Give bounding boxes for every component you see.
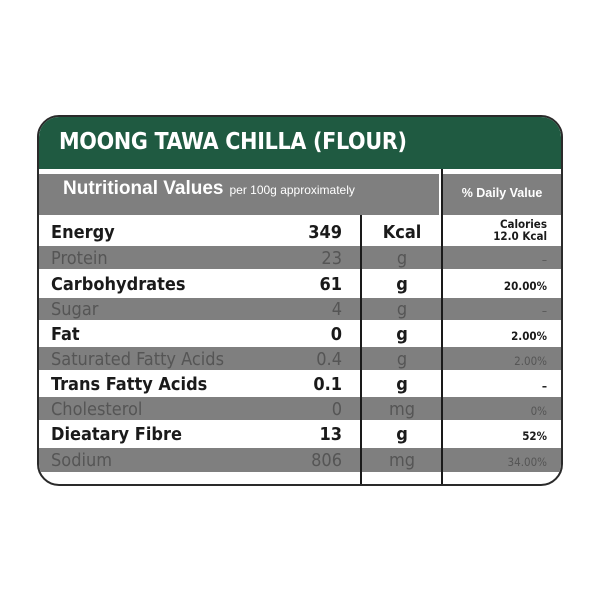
nutrient-name: Sugar: [51, 299, 99, 320]
daily-value: –: [541, 252, 547, 267]
nutrition-label: MOONG TAWA CHILLA (FLOUR) Nutritional Va…: [37, 115, 563, 486]
nutrient-row: Saturated Fatty Acids 0.4 g 2.00%: [39, 347, 561, 370]
daily-value-detail: 12.0 Kcal: [493, 229, 547, 243]
daily-value: 2.00%: [511, 328, 547, 343]
nutrient-value: 0.4: [316, 348, 342, 370]
nutrient-unit: g: [396, 247, 408, 269]
nutrient-unit: g: [396, 299, 408, 320]
nutrient-row: Carbohydrates 61 g 20.00%: [39, 269, 561, 298]
nutrient-value: 0: [331, 398, 342, 420]
daily-value: 0%: [530, 403, 547, 418]
per-note: per 100g approximately: [229, 183, 355, 197]
nutrient-value: 0.1: [313, 373, 342, 395]
nutrient-row: Sugar 4 g –: [39, 298, 561, 320]
nutrient-name: Carbohydrates: [51, 273, 186, 295]
daily-value: –: [541, 378, 547, 393]
daily-value: 20.00%: [503, 278, 547, 293]
nutrient-unit: g: [396, 373, 408, 395]
nutrient-value: 349: [308, 221, 342, 243]
nutrient-unit: mg: [388, 398, 416, 420]
nutritional-values-header: Nutritional Values per 100g approximately: [39, 174, 439, 215]
daily-value-header: % Daily Value: [443, 174, 561, 215]
daily-value: 34.00%: [507, 455, 547, 469]
nutrient-value: 806: [311, 450, 342, 471]
nutrient-row: Sodium 806 mg 34.00%: [39, 448, 561, 472]
nutrient-row: Fat 0 g 2.00%: [39, 320, 561, 347]
nutrient-value: 4: [331, 299, 342, 320]
column-divider: [441, 169, 443, 484]
nutrient-name: Cholesterol: [51, 398, 143, 420]
nutrient-value: 0: [330, 323, 342, 345]
daily-value: –: [541, 304, 547, 318]
daily-value-label: % Daily Value: [461, 186, 543, 200]
daily-value: 52%: [522, 429, 547, 443]
product-title: MOONG TAWA CHILLA (FLOUR): [59, 129, 407, 155]
nutrient-row: Trans Fatty Acids 0.1 g –: [39, 370, 561, 397]
nutrient-name: Protein: [51, 247, 108, 269]
nutrient-name: Trans Fatty Acids: [51, 373, 208, 395]
nutrient-name: Dieatary Fibre: [51, 424, 182, 445]
nutrient-row: Protein 23 g –: [39, 246, 561, 269]
column-divider: [360, 215, 362, 484]
nutrient-value: 23: [321, 247, 342, 269]
daily-value: 2.00%: [514, 353, 547, 368]
title-bar: MOONG TAWA CHILLA (FLOUR): [39, 117, 561, 169]
nutrient-name: Saturated Fatty Acids: [51, 348, 225, 370]
nutrient-name: Energy: [51, 221, 115, 243]
nutrient-unit: g: [396, 323, 408, 345]
nutrient-unit: Kcal: [382, 221, 422, 243]
nutrient-value: 61: [319, 273, 342, 295]
daily-value: Calories: [499, 217, 547, 231]
nutrient-row: Energy 349 Kcal Calories 12.0 Kcal: [39, 217, 561, 246]
nutrient-value: 13: [319, 424, 342, 445]
nutritional-values-label: Nutritional Values: [63, 178, 224, 199]
nutrient-unit: g: [396, 273, 408, 295]
nutrient-row: Cholesterol 0 mg 0%: [39, 397, 561, 420]
nutrient-unit: g: [396, 424, 408, 445]
nutrient-name: Sodium: [51, 450, 113, 471]
nutrient-name: Fat: [51, 323, 80, 345]
nutrient-row: Dieatary Fibre 13 g 52%: [39, 420, 561, 448]
nutrient-unit: mg: [388, 450, 416, 471]
nutrient-unit: g: [396, 348, 408, 370]
